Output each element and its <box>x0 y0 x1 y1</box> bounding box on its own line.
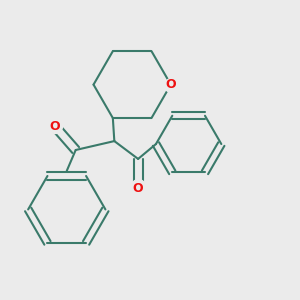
Text: O: O <box>50 120 60 133</box>
Text: O: O <box>133 182 143 195</box>
Text: O: O <box>166 78 176 91</box>
